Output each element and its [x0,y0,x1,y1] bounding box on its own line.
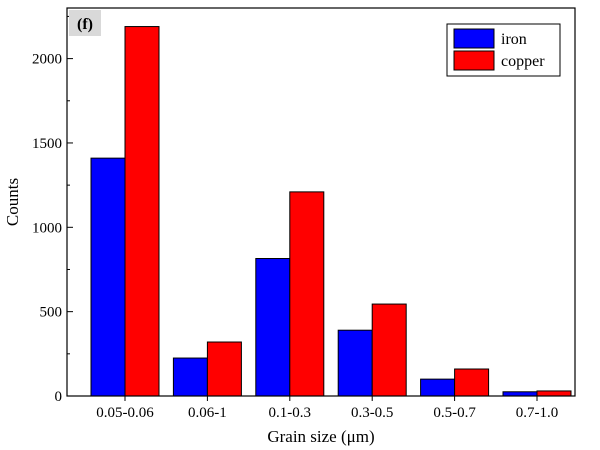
legend-swatch-iron [453,28,495,49]
bar-iron-0 [90,157,126,397]
y-tick-label: 1000 [32,220,62,236]
y-tick-label: 0 [55,389,63,405]
bar-iron-4 [420,378,456,397]
bar-iron-1 [172,357,208,397]
x-tick-label: 0.05-0.06 [96,405,154,421]
panel-label-background [69,10,101,36]
x-tick-label: 0.06-1 [188,405,227,421]
legend-swatch-copper [453,50,495,71]
bar-iron-3 [337,329,373,397]
y-axis-ticks: 0 500 1000 1500 2000 [32,15,73,405]
x-tick-label: 0.1-0.3 [269,405,312,421]
y-axis-label: Counts [3,178,22,226]
bar-iron-2 [255,258,291,397]
legend-label-iron: iron [501,31,527,48]
bar-iron-5 [502,391,538,397]
y-tick-label: 500 [40,305,63,321]
y-tick-label: 1500 [32,136,62,152]
x-tick-label: 0.3-0.5 [351,405,394,421]
bar-copper-0 [124,26,160,397]
x-tick-label: 0.5-0.7 [433,405,476,421]
y-tick-label: 2000 [32,52,62,68]
bars-layer [90,26,572,397]
x-tick-label: 0.7-1.0 [516,405,559,421]
bar-copper-1 [206,341,242,397]
bar-copper-3 [371,303,407,397]
x-axis-ticks: 0.05-0.06 0.06-1 0.1-0.3 0.3-0.5 0.5-0.7 0.7-… [96,396,558,421]
x-axis-label: Grain size (μm) [267,427,374,446]
plot-frame [66,7,576,397]
panel-label: (f) [77,16,93,33]
legend: iron copper [446,23,561,77]
bar-copper-4 [454,368,490,397]
legend-label-copper: copper [501,53,545,70]
bar-copper-5 [536,390,572,397]
bar-copper-2 [289,191,325,397]
